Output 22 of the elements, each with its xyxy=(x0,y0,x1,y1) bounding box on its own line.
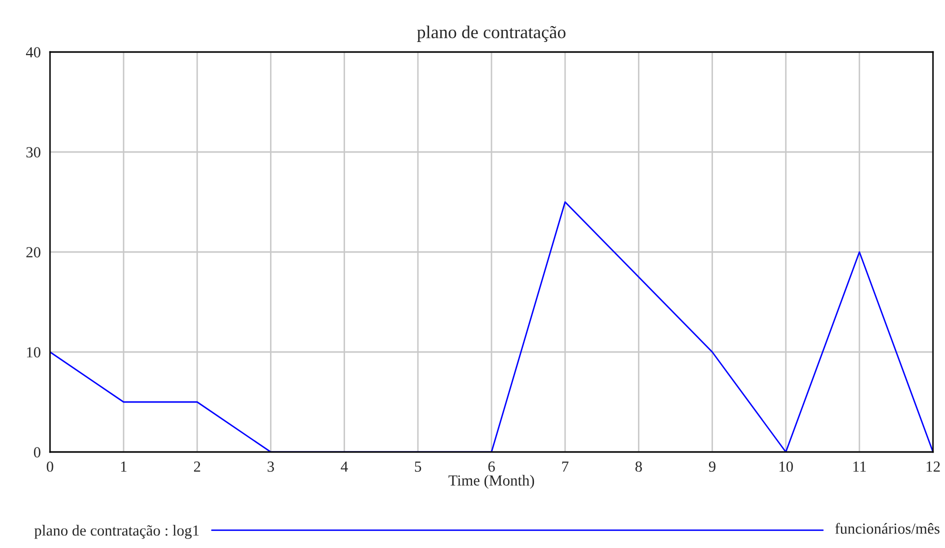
y-tick-label: 0 xyxy=(34,447,40,458)
x-tick-label: 5 xyxy=(414,462,422,472)
x-tick-label: 8 xyxy=(635,461,642,472)
x-tick-label: 10 xyxy=(780,461,793,472)
x-tick-label: 9 xyxy=(708,462,716,472)
x-tick-label: 0 xyxy=(46,461,54,472)
x-tick-label: 3 xyxy=(268,462,274,472)
y-tick-label: 30 xyxy=(26,147,40,158)
x-tick-label: 11 xyxy=(853,462,866,472)
x-tick-label: 1 xyxy=(121,462,126,472)
y-tick-label: 20 xyxy=(26,247,40,258)
x-tick-label: 4 xyxy=(340,462,348,472)
chart-title: plano de contratação xyxy=(417,26,566,42)
text: funcionários/mês xyxy=(835,522,940,534)
x-axis-title: Time (Month) xyxy=(448,474,534,489)
x-tick-label: 7 xyxy=(562,462,568,472)
x-tick-label: 2 xyxy=(194,462,200,472)
x-tick-label: 6 xyxy=(488,462,495,472)
y-tick-label: 40 xyxy=(26,47,40,58)
x-tick-label: 12 xyxy=(926,462,940,472)
text: plano de contratação : log1 xyxy=(34,524,199,539)
y-tick-label: 10 xyxy=(27,347,40,358)
